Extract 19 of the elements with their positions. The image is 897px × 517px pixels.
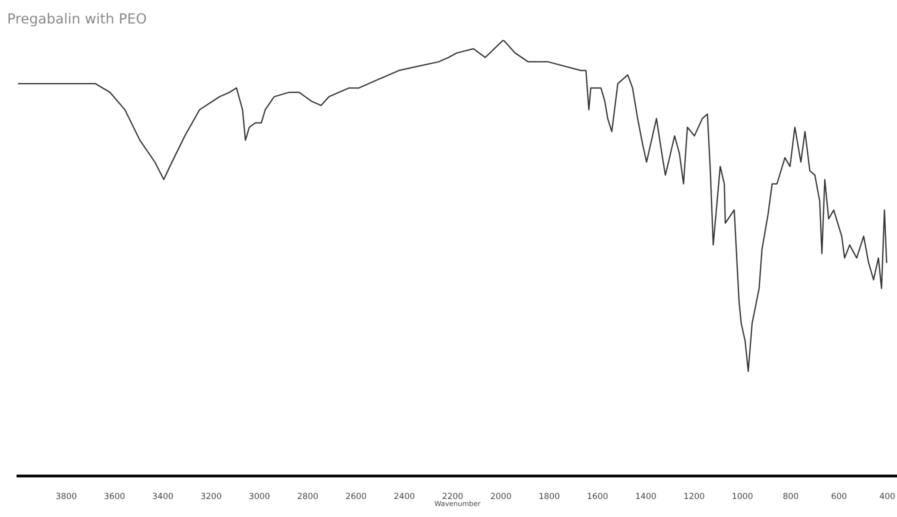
x-tick-label: 1600 (588, 492, 608, 500)
x-tick-label: 1200 (684, 492, 704, 500)
x-tick-label: 3600 (104, 492, 125, 500)
x-tick-label: 1000 (732, 492, 752, 500)
x-tick-label: 3800 (56, 492, 76, 500)
x-tick-label: 2000 (490, 492, 511, 500)
x-tick-label: 2600 (346, 492, 366, 500)
x-tick-label: 1400 (636, 492, 656, 500)
x-tick-label: 3400 (152, 492, 173, 500)
x-tick-label: 3000 (249, 492, 270, 500)
x-tick-label: 2400 (394, 492, 414, 500)
x-tick-label: 3200 (201, 492, 222, 500)
x-tick-label: 400 (880, 492, 895, 500)
x-tick-label: 2800 (298, 492, 318, 500)
x-tick-label: 800 (783, 492, 798, 500)
x-tick-label: 1800 (540, 492, 560, 500)
chart-title: Pregabalin with PEO (8, 12, 146, 26)
x-tick-label: 600 (832, 492, 846, 500)
x-tick-label: 2200 (442, 492, 463, 500)
